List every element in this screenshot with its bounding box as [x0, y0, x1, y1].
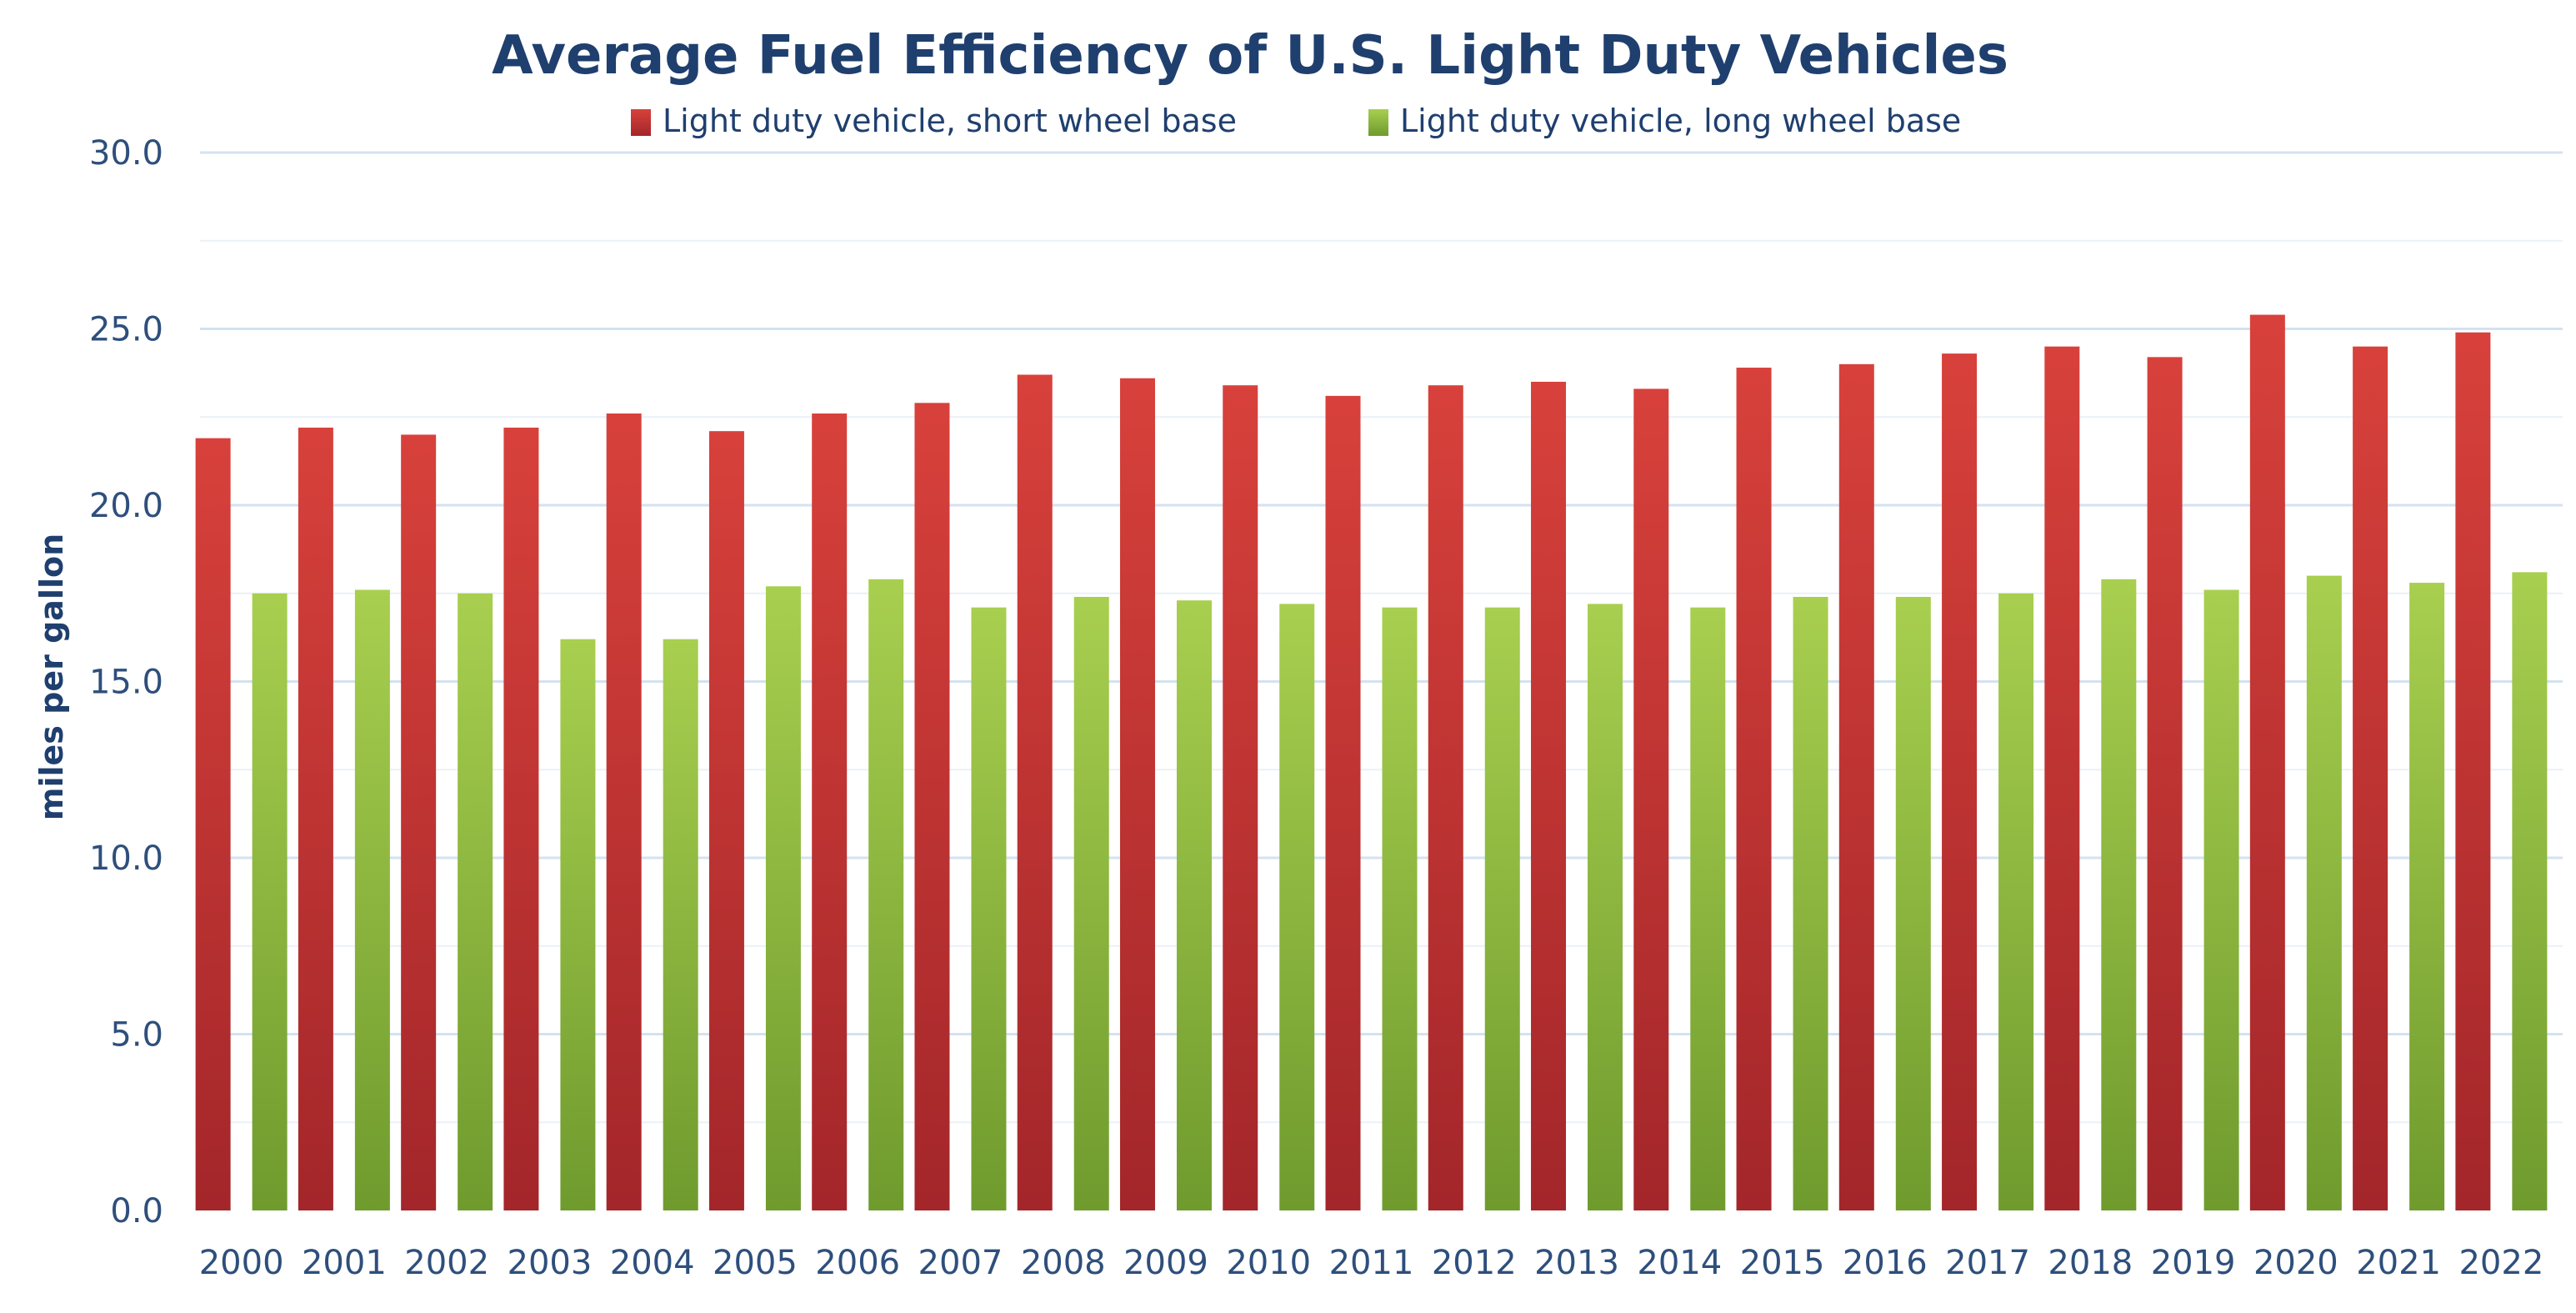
x-tick-label: 2009 — [1123, 1244, 1208, 1282]
legend-swatch-short-wheel-base — [631, 109, 651, 136]
bar-long-wheel-base-2011 — [1382, 607, 1418, 1210]
x-tick-label: 2021 — [2356, 1244, 2441, 1282]
x-tick-label: 2005 — [713, 1244, 798, 1282]
legend-label-short-wheel-base: Light duty vehicle, short wheel base — [663, 103, 1237, 139]
bar-short-wheel-base-2022 — [2455, 332, 2491, 1211]
bar-long-wheel-base-2010 — [1279, 604, 1315, 1210]
y-tick-label: 5.0 — [110, 1016, 163, 1055]
bar-short-wheel-base-2008 — [1017, 374, 1053, 1210]
x-tick-label: 2008 — [1021, 1244, 1106, 1282]
y-tick-label: 15.0 — [89, 664, 163, 702]
x-tick-label: 2013 — [1534, 1244, 1619, 1282]
bar-long-wheel-base-2004 — [663, 639, 698, 1210]
x-tick-label: 2022 — [2458, 1244, 2543, 1282]
bar-long-wheel-base-2013 — [1588, 604, 1623, 1210]
bar-long-wheel-base-2005 — [765, 586, 801, 1210]
x-tick-label: 2016 — [1843, 1244, 1928, 1282]
bar-long-wheel-base-2000 — [252, 593, 288, 1210]
bar-long-wheel-base-2007 — [971, 607, 1007, 1210]
x-tick-label: 2018 — [2048, 1244, 2133, 1282]
bar-short-wheel-base-2018 — [2044, 346, 2080, 1210]
bar-short-wheel-base-2004 — [606, 413, 642, 1210]
bar-short-wheel-base-2017 — [1942, 353, 1978, 1210]
bar-long-wheel-base-2006 — [868, 579, 904, 1210]
x-tick-label: 2004 — [610, 1244, 695, 1282]
bar-long-wheel-base-2001 — [354, 589, 390, 1210]
x-tick-label: 2007 — [918, 1244, 1003, 1282]
bar-short-wheel-base-2006 — [812, 413, 848, 1210]
x-tick-label: 2019 — [2151, 1244, 2236, 1282]
y-tick-label: 20.0 — [89, 487, 163, 525]
y-axis-ticks: 0.0 5.0 10.0 15.0 20.0 25.0 30.0 — [89, 134, 163, 1230]
bar-long-wheel-base-2020 — [2306, 575, 2342, 1210]
bar-short-wheel-base-2012 — [1428, 385, 1463, 1210]
bar-short-wheel-base-2007 — [914, 403, 950, 1211]
y-tick-label: 30.0 — [89, 134, 163, 173]
bar-short-wheel-base-2000 — [195, 438, 231, 1210]
bar-long-wheel-base-2018 — [2101, 579, 2137, 1210]
bar-long-wheel-base-2003 — [560, 639, 596, 1210]
legend-label-long-wheel-base: Light duty vehicle, long wheel base — [1400, 103, 1961, 139]
bar-long-wheel-base-2008 — [1073, 596, 1109, 1210]
bar-short-wheel-base-2013 — [1531, 381, 1567, 1210]
chart-title: Average Fuel Efficiency of U.S. Light Du… — [492, 25, 2008, 87]
bar-long-wheel-base-2019 — [2203, 589, 2239, 1210]
x-tick-label: 2000 — [199, 1244, 284, 1282]
bar-short-wheel-base-2005 — [708, 431, 744, 1210]
bar-short-wheel-base-2019 — [2147, 357, 2183, 1211]
x-tick-label: 2017 — [1945, 1244, 2030, 1282]
bar-long-wheel-base-2021 — [2409, 583, 2445, 1210]
y-tick-label: 25.0 — [89, 311, 163, 349]
bar-short-wheel-base-2015 — [1736, 368, 1772, 1210]
y-tick-label: 0.0 — [110, 1192, 163, 1230]
bar-long-wheel-base-2009 — [1176, 600, 1212, 1210]
bar-short-wheel-base-2011 — [1325, 395, 1361, 1210]
bar-short-wheel-base-2002 — [401, 434, 437, 1210]
bars — [195, 314, 2548, 1211]
bar-long-wheel-base-2014 — [1690, 607, 1726, 1210]
bar-short-wheel-base-2003 — [503, 427, 539, 1210]
bar-long-wheel-base-2022 — [2512, 572, 2548, 1210]
x-tick-label: 2014 — [1637, 1244, 1722, 1282]
legend-swatch-long-wheel-base — [1368, 109, 1388, 136]
bar-short-wheel-base-2020 — [2249, 314, 2285, 1211]
bar-short-wheel-base-2014 — [1633, 388, 1669, 1210]
bar-short-wheel-base-2001 — [298, 427, 333, 1210]
x-tick-label: 2020 — [2253, 1244, 2338, 1282]
bar-long-wheel-base-2012 — [1484, 607, 1520, 1210]
x-tick-label: 2012 — [1432, 1244, 1517, 1282]
x-axis-ticks: 2000 2001 2002 2003 2004 2005 2006 2007 2008 2009… — [199, 1244, 2544, 1282]
bar-long-wheel-base-2017 — [1998, 593, 2034, 1210]
x-tick-label: 2001 — [302, 1244, 387, 1282]
bar-long-wheel-base-2016 — [1895, 596, 1931, 1210]
x-tick-label: 2006 — [815, 1244, 900, 1282]
bar-short-wheel-base-2021 — [2353, 346, 2388, 1210]
y-tick-label: 10.0 — [89, 839, 163, 878]
bar-short-wheel-base-2009 — [1119, 378, 1155, 1211]
bar-long-wheel-base-2015 — [1793, 596, 1828, 1210]
bar-short-wheel-base-2016 — [1838, 363, 1874, 1210]
x-tick-label: 2003 — [508, 1244, 593, 1282]
legend: Light duty vehicle, short wheel base Lig… — [631, 103, 1961, 139]
x-tick-label: 2002 — [404, 1244, 489, 1282]
x-tick-label: 2015 — [1740, 1244, 1825, 1282]
bar-short-wheel-base-2010 — [1223, 385, 1258, 1210]
x-tick-label: 2011 — [1329, 1244, 1414, 1282]
bar-long-wheel-base-2002 — [458, 593, 493, 1210]
x-tick-label: 2010 — [1226, 1244, 1311, 1282]
y-axis-label: miles per gallon — [33, 534, 70, 820]
